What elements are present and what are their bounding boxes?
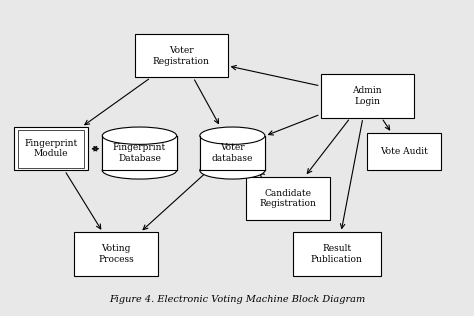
Ellipse shape <box>200 127 265 144</box>
Text: Result
Publication: Result Publication <box>311 244 363 264</box>
Text: Voter
Registration: Voter Registration <box>153 46 210 65</box>
Ellipse shape <box>200 162 265 179</box>
Text: Voter
database: Voter database <box>212 143 253 163</box>
Bar <box>102 136 177 170</box>
Bar <box>18 130 84 167</box>
Text: Fingerprint
Module: Fingerprint Module <box>25 139 78 158</box>
Bar <box>293 232 381 276</box>
Text: Admin
Login: Admin Login <box>352 86 382 106</box>
Bar <box>200 136 265 170</box>
Bar <box>246 177 330 220</box>
Bar <box>102 136 177 170</box>
Bar <box>135 34 228 77</box>
Bar <box>320 74 413 118</box>
Text: Vote Audit: Vote Audit <box>380 147 428 156</box>
Text: Figure 4. Electronic Voting Machine Block Diagram: Figure 4. Electronic Voting Machine Bloc… <box>109 295 365 304</box>
Bar <box>200 136 265 170</box>
Bar <box>367 133 441 170</box>
Text: Voting
Process: Voting Process <box>98 244 134 264</box>
Bar <box>14 127 88 170</box>
Text: Fingerprint
Database: Fingerprint Database <box>113 143 166 163</box>
Bar <box>74 232 158 276</box>
Text: Candidate
Registration: Candidate Registration <box>260 189 317 208</box>
Ellipse shape <box>102 162 177 179</box>
Ellipse shape <box>102 127 177 144</box>
